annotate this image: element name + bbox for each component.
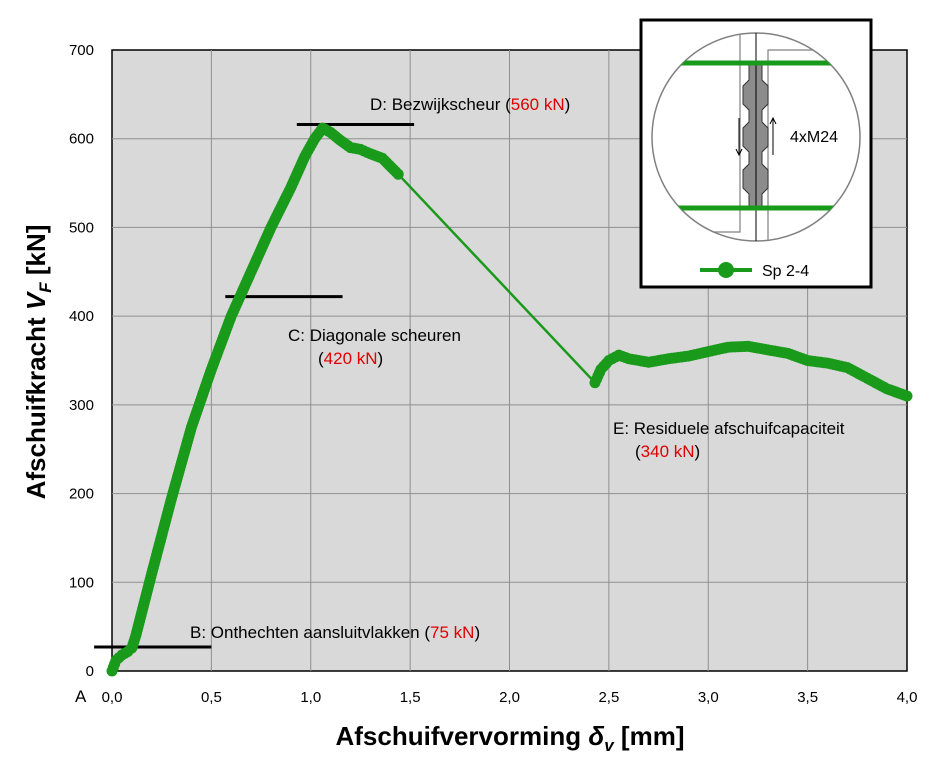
x-axis-title: Afschuifvervorming δv [mm] (336, 721, 685, 755)
y-tick-labels: 0 100 200 300 400 500 600 700 (69, 42, 94, 680)
data-point (901, 390, 913, 402)
x-tick-label: 1,5 (400, 689, 421, 706)
y-tick-label: 600 (69, 131, 94, 148)
annotation-c-line2: (420 kN) (318, 349, 383, 368)
inset-diagram: 4xM24 Sp 2-4 (639, 18, 873, 289)
bolt-label: 4xM24 (790, 129, 838, 146)
arrow-down-head (735, 148, 743, 157)
y-tick-label: 700 (69, 42, 94, 59)
y-tick-label: 100 (69, 574, 94, 591)
y-tick-label: 200 (69, 486, 94, 503)
annotation-e-line1: E: Residuele afschuifcapaciteit (613, 419, 845, 438)
x-tick-label: 2,5 (598, 689, 619, 706)
y-tick-label: 300 (69, 397, 94, 414)
arrow-up-head (769, 116, 777, 125)
y-tick-label: 0 (86, 663, 94, 680)
x-tick-label: 4,0 (897, 689, 918, 706)
x-tick-labels: 0,0 0,5 1,0 1,5 2,0 2,5 3,0 3,5 4,0 (102, 689, 918, 706)
annotation-d: D: Bezwijkscheur (560 kN) (370, 95, 570, 114)
y-tick-label: 500 (69, 219, 94, 236)
x-tick-label: 1,0 (300, 689, 321, 706)
annotation-e-line2: (340 kN) (635, 442, 700, 461)
x-tick-label: 2,0 (499, 689, 520, 706)
data-point (392, 168, 404, 180)
legend-label: Sp 2-4 (762, 263, 809, 280)
origin-label: A (75, 687, 87, 706)
x-tick-label: 3,0 (698, 689, 719, 706)
legend-marker (718, 262, 734, 278)
annotation-b: B: Onthechten aansluitvlakken (75 kN) (190, 623, 480, 642)
x-tick-label: 0,0 (102, 689, 123, 706)
data-series (106, 122, 913, 677)
annotation-c-line1: C: Diagonale scheuren (288, 326, 461, 345)
x-tick-label: 3,5 (797, 689, 818, 706)
x-tick-label: 0,5 (201, 689, 222, 706)
y-tick-label: 400 (69, 308, 94, 325)
y-axis-title: Afschuifkracht VF [kN] (21, 225, 55, 500)
